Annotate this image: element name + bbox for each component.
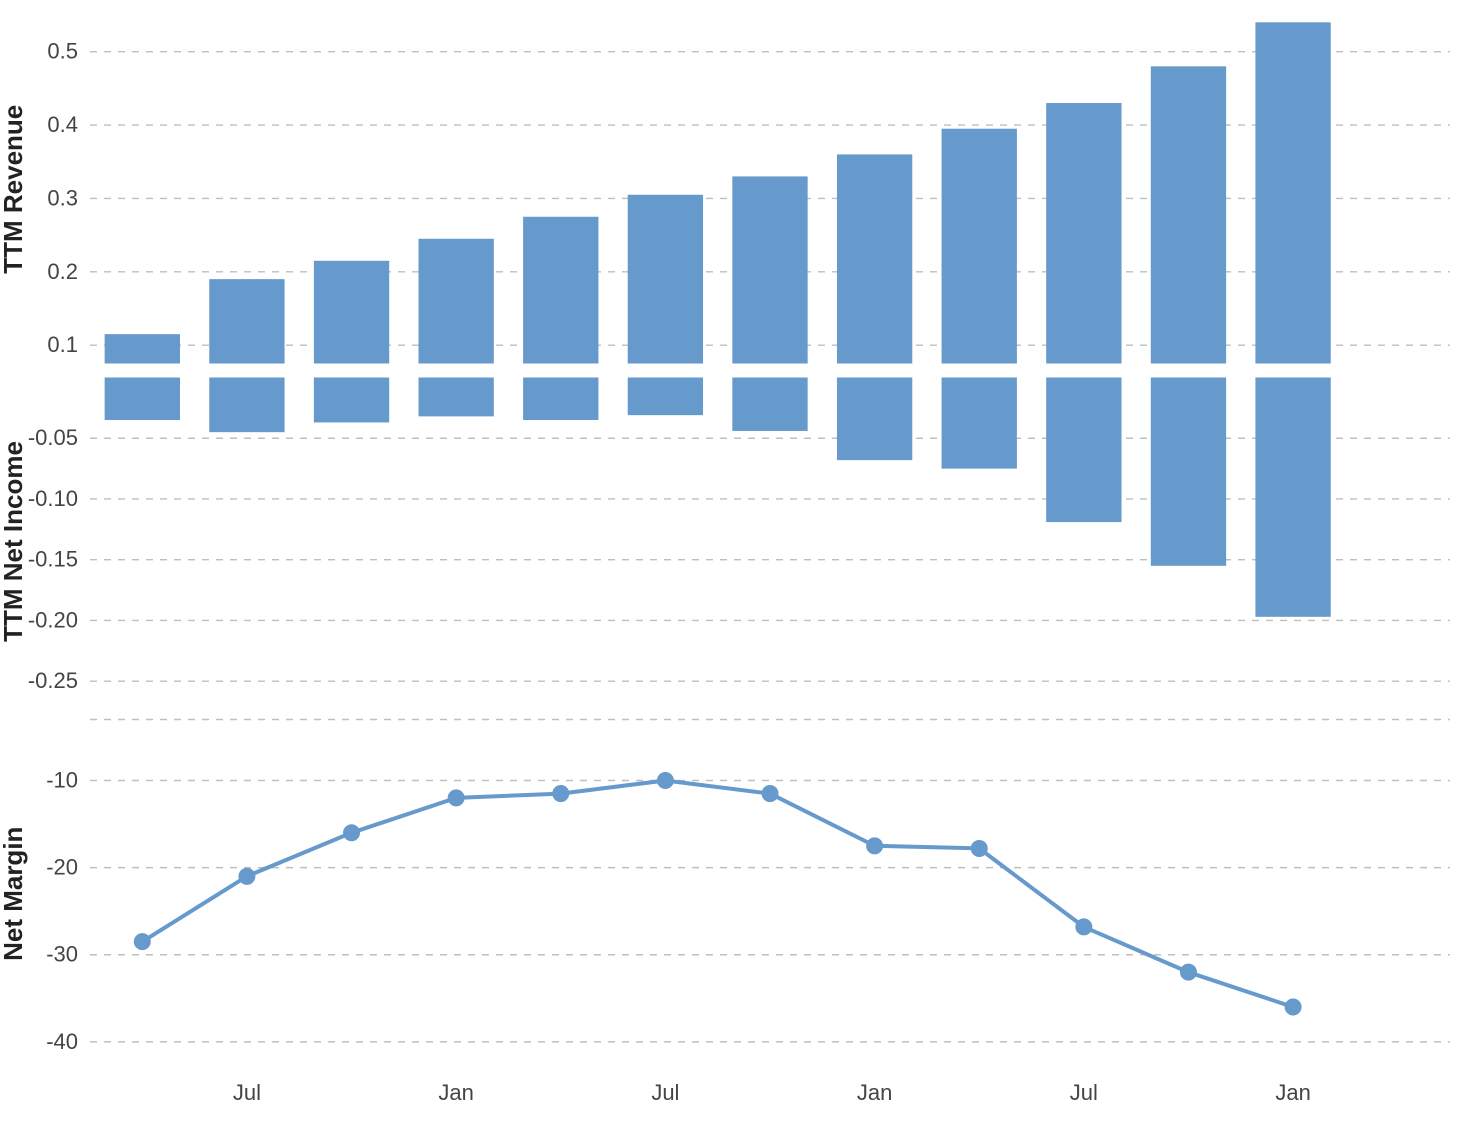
bar <box>105 378 180 421</box>
x-tick-label: Jan <box>1275 1080 1310 1105</box>
bar <box>105 334 180 363</box>
line-marker <box>1076 919 1092 935</box>
y-tick-label: 0.1 <box>47 332 78 357</box>
chart-svg: Jul Jan Jul Jan Jul Jan 0.1 0.2 0.3 0.4 0.5 TTM Rev… <box>0 0 1460 1128</box>
bar <box>523 217 598 364</box>
y-tick-label: -0.15 <box>28 547 78 572</box>
y-tick-label: 0.5 <box>47 39 78 64</box>
line-marker <box>134 934 150 950</box>
bar <box>942 129 1017 364</box>
x-tick-label: Jan <box>857 1080 892 1105</box>
y-tick-label: -0.10 <box>28 486 78 511</box>
x-tick-label: Jul <box>1070 1080 1098 1105</box>
line-marker <box>867 838 883 854</box>
line-marker <box>448 790 464 806</box>
line-marker <box>657 772 673 788</box>
bar <box>1046 103 1121 363</box>
line-marker <box>344 825 360 841</box>
bar <box>732 378 807 431</box>
y-tick-label: 0.3 <box>47 185 78 210</box>
bar <box>628 378 703 416</box>
y-tick-label: -0.20 <box>28 607 78 632</box>
y-tick-label: -0.25 <box>28 668 78 693</box>
bar <box>837 378 912 461</box>
bar <box>1255 22 1330 363</box>
bar <box>1255 378 1330 617</box>
y-tick-label: -20 <box>46 855 78 880</box>
bar <box>209 279 284 363</box>
bar <box>1151 378 1226 566</box>
x-tick-label: Jan <box>438 1080 473 1105</box>
x-tick-label: Jul <box>651 1080 679 1105</box>
panel-netmargin: -10 -20 -30 -40 Net Margin <box>0 720 1450 1054</box>
bar <box>942 378 1017 469</box>
bar <box>523 378 598 421</box>
line-series <box>142 781 1293 1008</box>
line-marker <box>1180 964 1196 980</box>
y-tick-label: 0.4 <box>47 112 78 137</box>
panel-revenue: 0.1 0.2 0.3 0.4 0.5 TTM Revenue <box>0 22 1450 363</box>
bar <box>314 261 389 364</box>
panel-netincome: -0.05 -0.10 -0.15 -0.20 -0.25 TTM Net Income <box>0 378 1450 694</box>
bar <box>209 378 284 433</box>
line-marker <box>239 868 255 884</box>
bar <box>418 378 493 417</box>
y-tick-label: -40 <box>46 1029 78 1054</box>
bar <box>1046 378 1121 523</box>
bar <box>418 239 493 364</box>
bar <box>628 195 703 364</box>
y-tick-label: -0.05 <box>28 425 78 450</box>
line-marker <box>553 786 569 802</box>
bar <box>732 176 807 363</box>
line-marker <box>1285 999 1301 1015</box>
y-axis-label: TTM Net Income <box>0 441 28 642</box>
bar <box>837 154 912 363</box>
chart-container: Jul Jan Jul Jan Jul Jan 0.1 0.2 0.3 0.4 0.5 TTM Rev… <box>0 0 1460 1128</box>
bar <box>1151 66 1226 363</box>
x-tick-label: Jul <box>233 1080 261 1105</box>
y-tick-label: -30 <box>46 942 78 967</box>
y-axis-label: Net Margin <box>0 827 28 961</box>
y-tick-label: -10 <box>46 767 78 792</box>
y-tick-label: 0.2 <box>47 259 78 284</box>
line-marker <box>762 786 778 802</box>
y-axis-label: TTM Revenue <box>0 105 28 274</box>
bar <box>314 378 389 423</box>
line-marker <box>971 840 987 856</box>
